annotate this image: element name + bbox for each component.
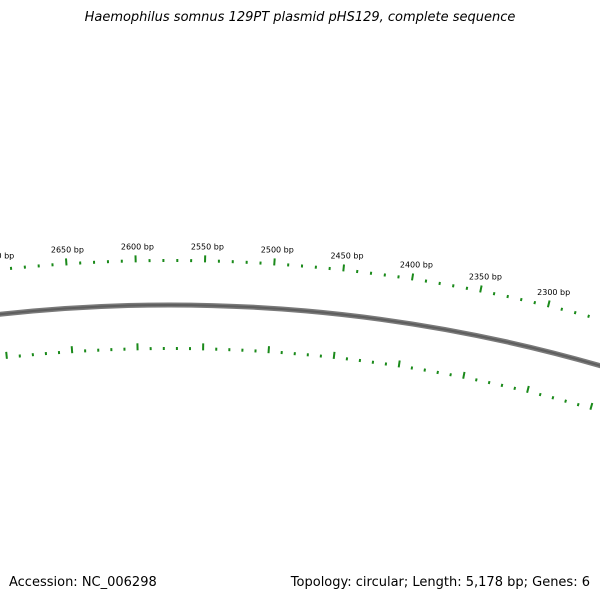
tick-label: 2700 bp xyxy=(0,251,14,260)
inner-tick-ring xyxy=(5,343,594,410)
outer-tick-ring xyxy=(9,255,590,318)
map-title: Haemophilus somnus 129PT plasmid pHS129,… xyxy=(84,10,516,25)
backbone xyxy=(0,302,600,369)
minor-tick xyxy=(475,378,478,382)
major-tick xyxy=(267,346,270,354)
major-tick xyxy=(526,385,530,394)
minor-tick xyxy=(410,366,414,370)
minor-tick xyxy=(533,300,537,305)
minor-tick xyxy=(513,386,517,391)
major-tick xyxy=(397,360,401,368)
minor-tick xyxy=(423,368,426,372)
tick-label: 2600 bp xyxy=(121,242,154,251)
minor-tick xyxy=(587,314,590,318)
major-tick xyxy=(546,300,551,308)
tick-label: 2450 bp xyxy=(330,252,363,261)
major-tick xyxy=(462,371,466,379)
major-tick xyxy=(411,273,415,281)
minor-tick xyxy=(551,396,555,400)
major-tick xyxy=(479,285,483,293)
tick-label: 2350 bp xyxy=(469,273,502,282)
major-tick xyxy=(5,351,8,359)
minor-tick xyxy=(564,399,567,403)
major-tick xyxy=(70,346,74,354)
minor-tick xyxy=(538,392,542,397)
tick-label: 2300 bp xyxy=(537,288,570,297)
minor-tick xyxy=(573,310,577,315)
topology-summary: Topology: circular; Length: 5,178 bp; Ge… xyxy=(290,575,590,590)
tick-label: 2400 bp xyxy=(400,261,433,270)
major-tick xyxy=(273,258,276,266)
minor-tick xyxy=(560,307,564,311)
minor-tick xyxy=(500,383,504,388)
minor-tick xyxy=(487,380,491,385)
minor-tick xyxy=(452,284,455,288)
tick-labels: 2700 bp 2650 bp 2600 bp 2550 bp 2500 bp 2450 … xyxy=(0,242,570,296)
minor-tick xyxy=(506,294,509,299)
major-tick xyxy=(589,402,594,410)
minor-tick xyxy=(492,292,496,296)
minor-tick xyxy=(576,402,580,407)
minor-tick xyxy=(424,279,428,283)
tick-label: 2650 bp xyxy=(51,245,84,254)
tick-label: 2500 bp xyxy=(261,245,294,254)
minor-tick xyxy=(465,286,469,290)
accession-label: Accession: NC_006298 xyxy=(9,575,157,590)
minor-tick xyxy=(438,281,441,286)
backbone-arc-core xyxy=(0,303,600,367)
minor-tick xyxy=(519,297,523,302)
minor-tick xyxy=(449,373,452,377)
major-tick xyxy=(342,264,345,272)
major-tick xyxy=(332,351,336,360)
major-tick xyxy=(65,258,68,266)
minor-tick xyxy=(436,370,439,375)
tick-label: 2550 bp xyxy=(191,242,224,251)
